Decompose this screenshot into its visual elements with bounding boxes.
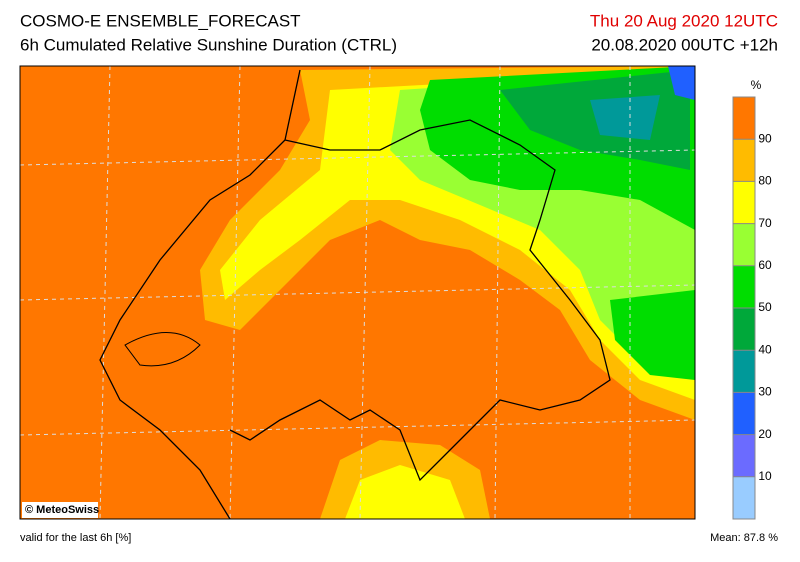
colorbar-swatch — [733, 181, 755, 224]
colorbar-tick-label: 30 — [758, 385, 772, 399]
field-30 — [590, 95, 660, 140]
colorbar-tick-label: 40 — [758, 342, 772, 356]
colorbar: % 10 20 30 40 50 60 70 80 90 — [732, 78, 772, 520]
colorbar-unit: % — [751, 78, 762, 92]
graticule — [20, 66, 695, 519]
colorbar-tick-label: 70 — [758, 216, 772, 230]
colorbar-tick-label: 60 — [758, 258, 772, 272]
copyright: © MeteoSwiss — [25, 504, 99, 516]
colorbar-tick-label: 20 — [758, 427, 772, 441]
borders — [99, 69, 611, 519]
field-40 — [500, 70, 690, 170]
copyright-box — [22, 502, 98, 518]
colorbar-swatch — [733, 476, 755, 519]
colorbar-swatch — [733, 265, 755, 308]
colorbar-swatch — [733, 308, 755, 351]
field-20 — [668, 66, 695, 100]
map-frame — [19, 65, 696, 520]
subtitle: 6h Cumulated Relative Sunshine Duration … — [20, 35, 397, 54]
colorbar-swatch — [733, 139, 755, 182]
lake — [124, 332, 201, 367]
colorbar-swatch — [733, 392, 755, 435]
colorbar-swatch — [733, 434, 755, 477]
colorbar-tick-label: 10 — [758, 469, 772, 483]
footer-left: valid for the last 6h [%] — [20, 532, 131, 544]
colorbar-swatch — [733, 223, 755, 266]
title: COSMO-E ENSEMBLE_FORECAST — [20, 11, 301, 30]
field-70-south — [345, 465, 465, 519]
footer-right: Mean: 87.8 % — [710, 532, 778, 544]
colorbar-swatch — [733, 97, 755, 140]
colorbar-swatch — [733, 350, 755, 393]
colorbar-tick-label: 50 — [758, 300, 772, 314]
valid-time: Thu 20 Aug 2020 12UTC — [590, 11, 778, 30]
run-time: 20.08.2020 00UTC +12h — [591, 35, 778, 54]
map: © MeteoSwiss — [19, 65, 696, 520]
colorbar-tick-label: 80 — [758, 174, 772, 188]
colorbar-tick-label: 90 — [758, 131, 772, 145]
field-50-south — [610, 290, 695, 380]
